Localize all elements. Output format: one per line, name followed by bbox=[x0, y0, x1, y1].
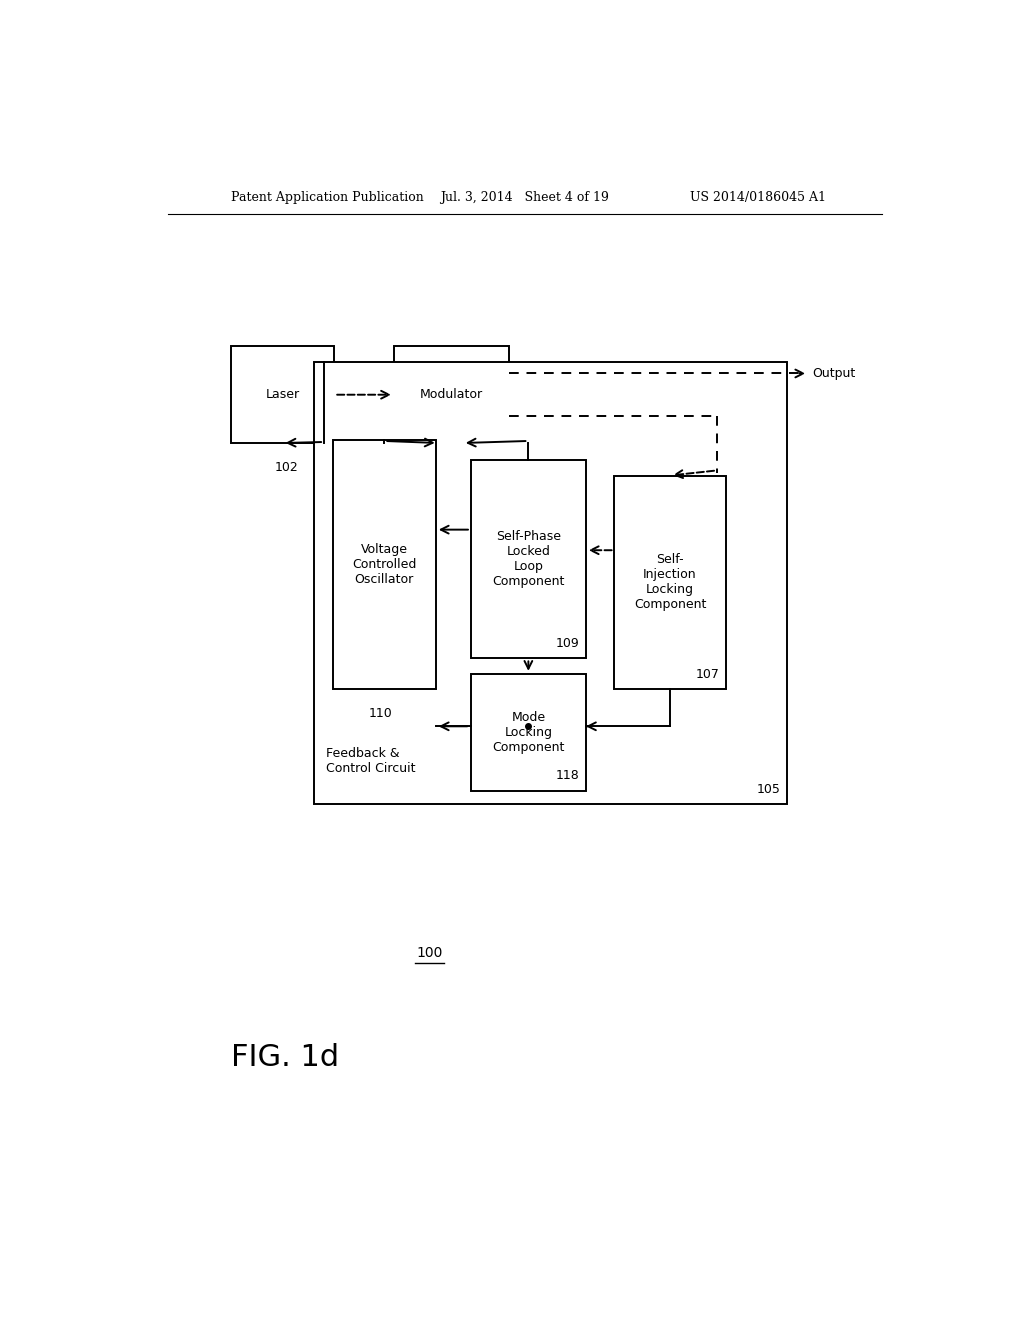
FancyBboxPatch shape bbox=[394, 346, 509, 444]
Text: 110: 110 bbox=[369, 708, 392, 721]
FancyBboxPatch shape bbox=[314, 362, 786, 804]
Text: Patent Application Publication: Patent Application Publication bbox=[231, 190, 424, 203]
Text: Self-
Injection
Locking
Component: Self- Injection Locking Component bbox=[634, 553, 707, 611]
Text: 100: 100 bbox=[417, 946, 442, 960]
Text: Jul. 3, 2014   Sheet 4 of 19: Jul. 3, 2014 Sheet 4 of 19 bbox=[440, 190, 609, 203]
Text: 109: 109 bbox=[556, 638, 580, 651]
FancyBboxPatch shape bbox=[231, 346, 334, 444]
FancyBboxPatch shape bbox=[614, 475, 726, 689]
Text: Modulator: Modulator bbox=[420, 388, 483, 401]
FancyBboxPatch shape bbox=[471, 673, 586, 791]
Text: FIG. 1d: FIG. 1d bbox=[231, 1043, 339, 1072]
Text: Output: Output bbox=[812, 367, 855, 380]
Text: 102: 102 bbox=[274, 461, 299, 474]
Text: Laser: Laser bbox=[265, 388, 300, 401]
Text: 107: 107 bbox=[695, 668, 719, 681]
FancyBboxPatch shape bbox=[333, 440, 436, 689]
Text: 118: 118 bbox=[556, 770, 580, 783]
Text: Feedback &
Control Circuit: Feedback & Control Circuit bbox=[327, 747, 416, 775]
Text: 105: 105 bbox=[757, 783, 780, 796]
Text: Self-Phase
Locked
Loop
Component: Self-Phase Locked Loop Component bbox=[493, 531, 564, 589]
Text: Voltage
Controlled
Oscillator: Voltage Controlled Oscillator bbox=[352, 543, 417, 586]
Text: 104: 104 bbox=[443, 461, 467, 474]
Text: Mode
Locking
Component: Mode Locking Component bbox=[493, 710, 564, 754]
Text: US 2014/0186045 A1: US 2014/0186045 A1 bbox=[690, 190, 826, 203]
FancyBboxPatch shape bbox=[471, 461, 586, 659]
